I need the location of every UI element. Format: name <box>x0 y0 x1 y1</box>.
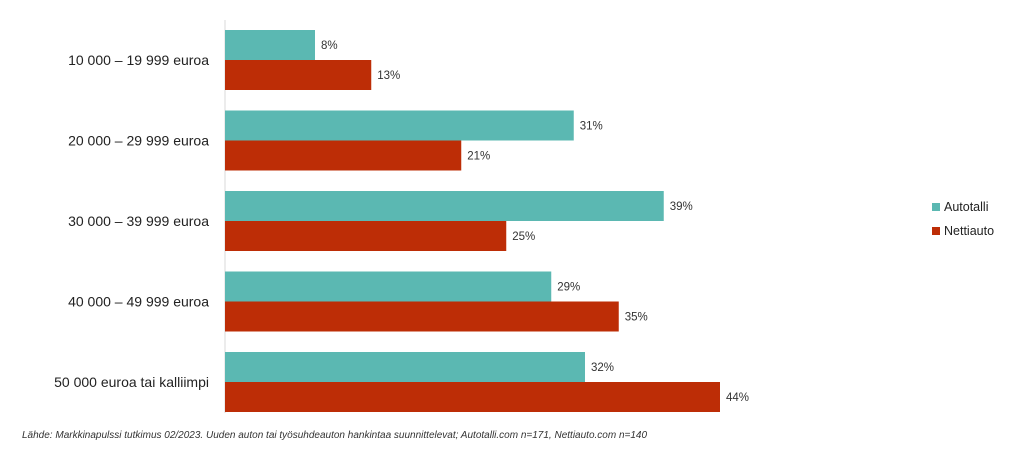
category-label: 10 000 – 19 999 euroa <box>68 52 209 68</box>
value-label-nettiauto: 13% <box>377 70 400 82</box>
value-label-autotalli: 32% <box>591 362 614 374</box>
category-label: 30 000 – 39 999 euroa <box>68 213 209 229</box>
bar-autotalli <box>225 110 574 141</box>
category-label: 20 000 – 29 999 euroa <box>68 133 209 149</box>
bar-autotalli <box>225 191 664 221</box>
value-label-autotalli: 39% <box>670 201 693 213</box>
legend: Autotalli Nettiauto <box>932 200 994 238</box>
legend-swatch-nettiauto <box>932 227 940 235</box>
bar-nettiauto <box>225 140 462 171</box>
source-note: Lähde: Markkinapulssi tutkimus 02/2023. … <box>22 430 648 441</box>
bar-nettiauto <box>225 382 720 412</box>
legend-label-nettiauto: Nettiauto <box>944 224 994 238</box>
bar-autotalli <box>225 30 315 60</box>
bar-autotalli <box>225 352 585 382</box>
value-label-autotalli: 8% <box>321 40 338 52</box>
bar-nettiauto <box>225 60 372 90</box>
labels-layer: 10 000 – 19 999 euroa 8% 13% 20 000 – 29 99… <box>54 40 749 404</box>
value-label-autotalli: 31% <box>580 121 603 133</box>
bars-layer <box>225 30 720 412</box>
value-label-nettiauto: 25% <box>512 231 535 243</box>
bar-nettiauto <box>225 301 619 332</box>
value-label-nettiauto: 35% <box>625 312 648 324</box>
legend-label-autotalli: Autotalli <box>944 200 988 214</box>
value-label-autotalli: 29% <box>557 282 580 294</box>
value-label-nettiauto: 21% <box>467 151 490 163</box>
bar-autotalli <box>225 271 552 302</box>
category-label: 50 000 euroa tai kalliimpi <box>54 374 209 390</box>
category-label: 40 000 – 49 999 euroa <box>68 294 209 310</box>
legend-swatch-autotalli <box>932 203 940 211</box>
bar-nettiauto <box>225 221 507 251</box>
value-label-nettiauto: 44% <box>726 392 749 404</box>
